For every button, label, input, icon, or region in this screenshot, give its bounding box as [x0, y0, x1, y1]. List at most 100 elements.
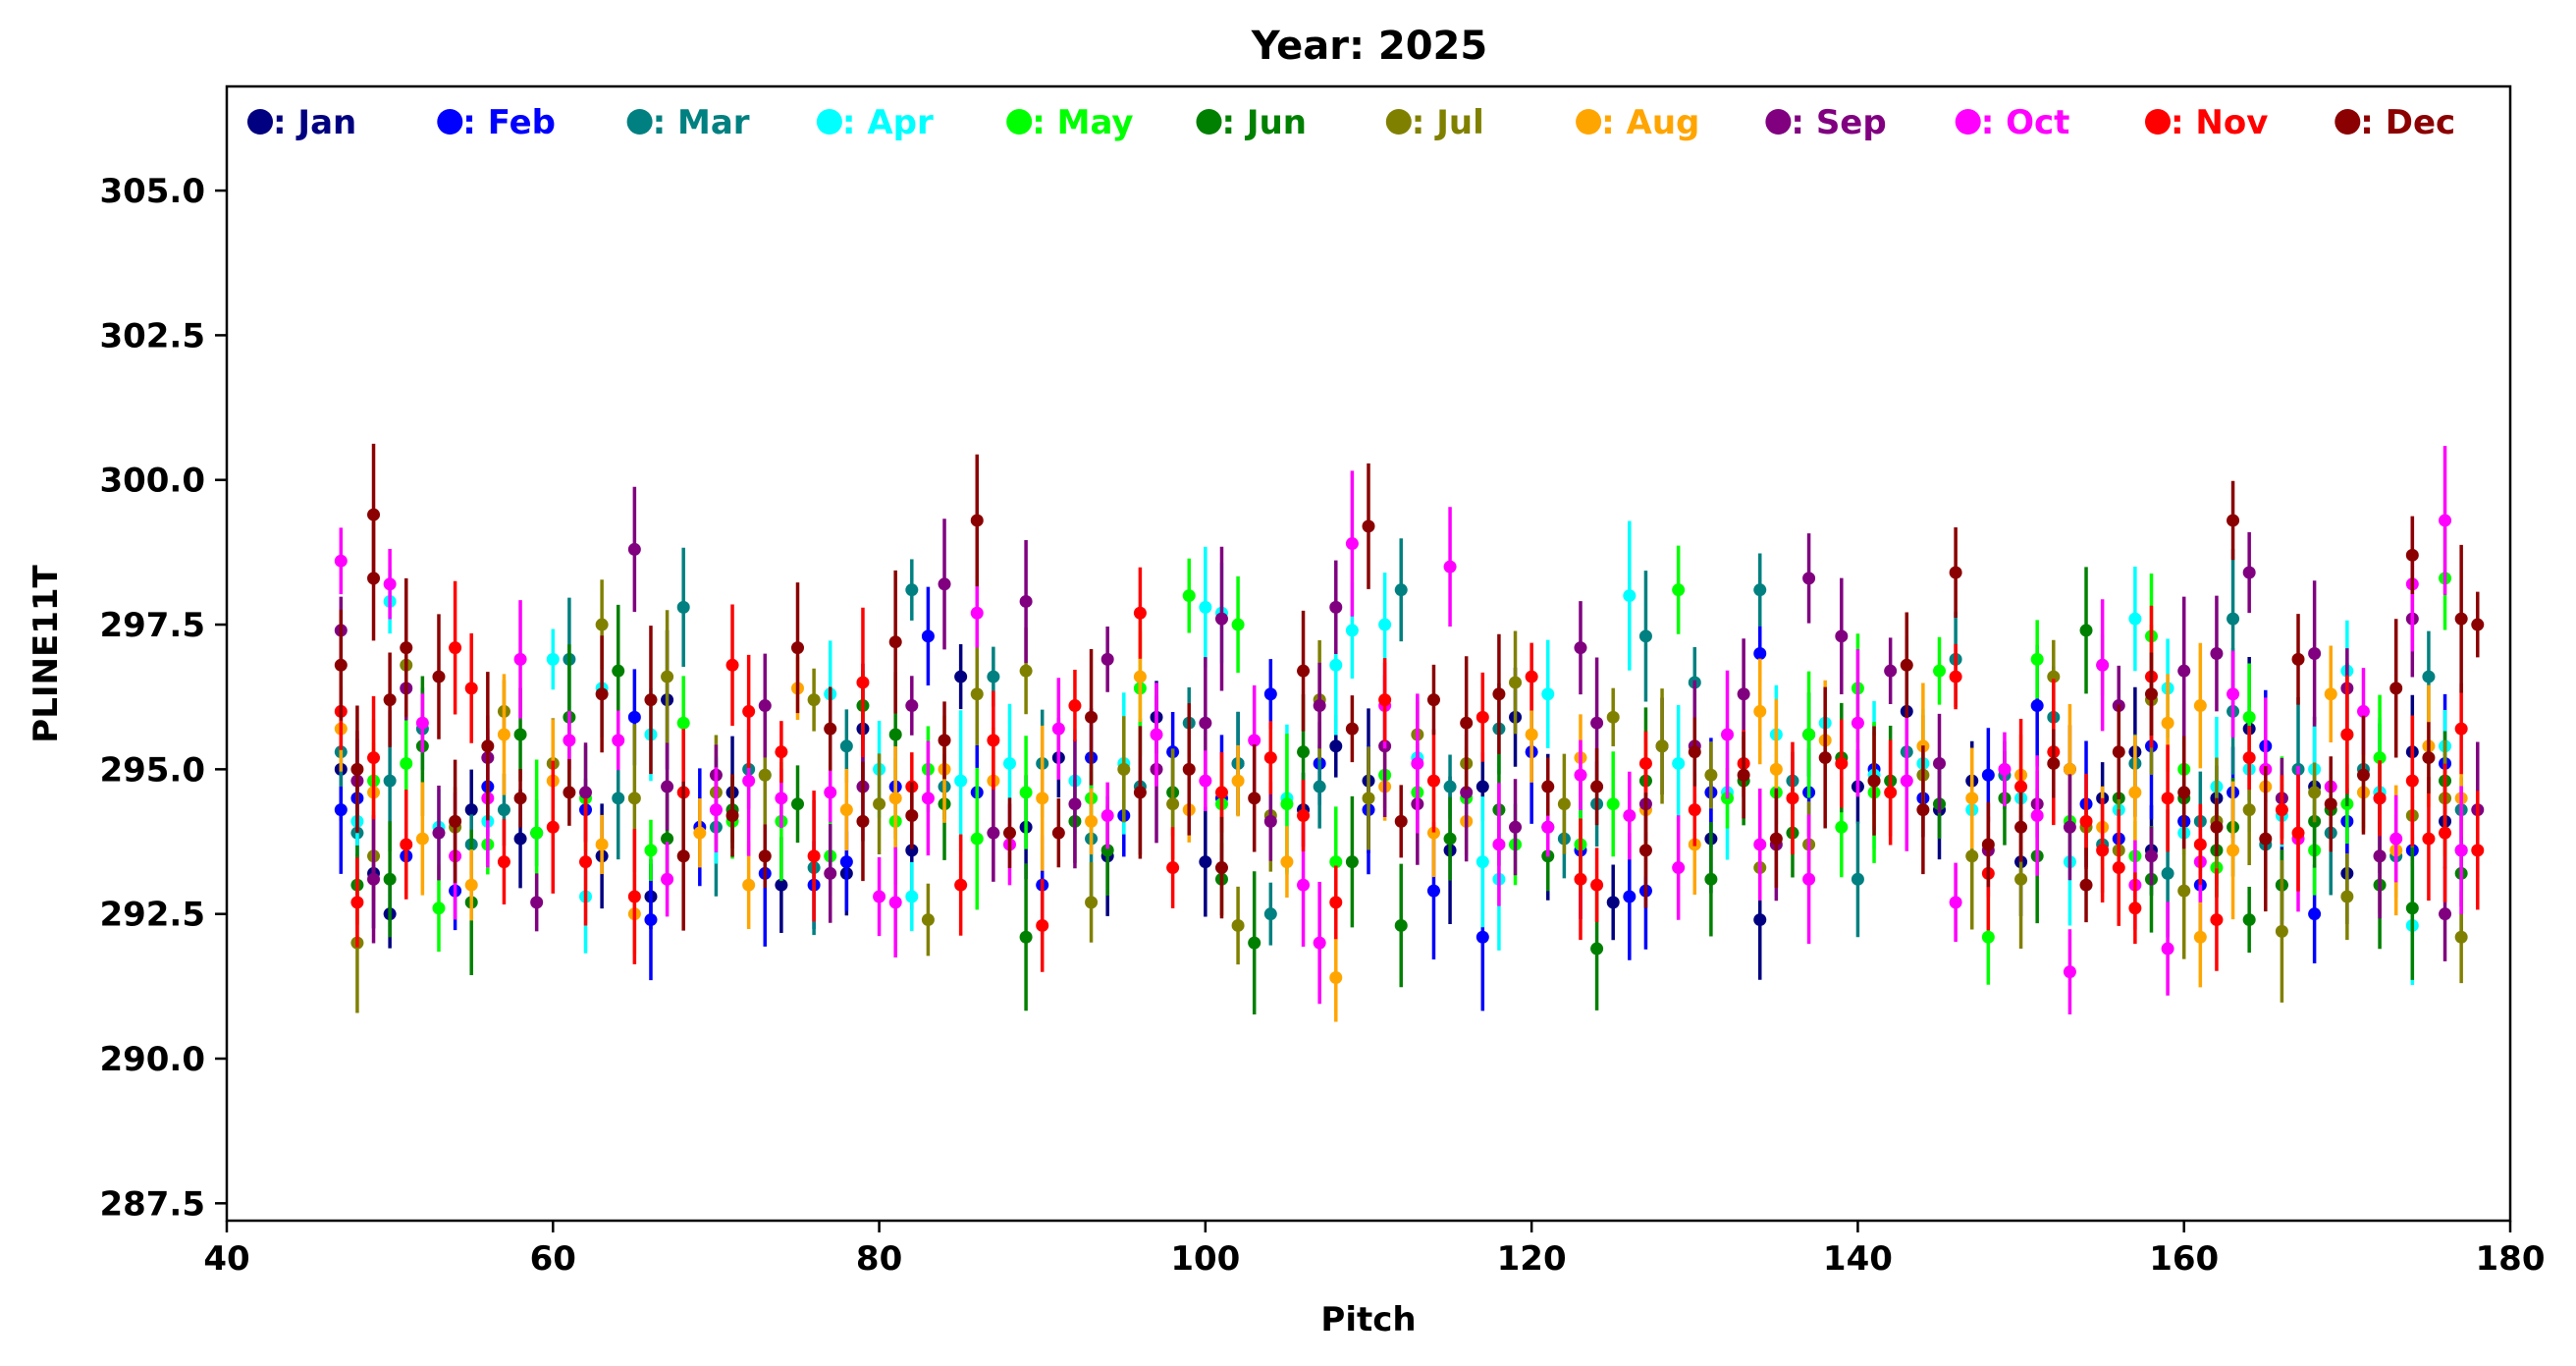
- data-marker: [2161, 792, 2174, 805]
- data-marker: [1297, 745, 1311, 759]
- data-point: [1019, 736, 1033, 849]
- data-marker: [1981, 768, 1995, 782]
- data-marker: [2210, 913, 2224, 927]
- data-point: [905, 676, 919, 736]
- data-point: [1851, 821, 1864, 938]
- data-point: [2405, 715, 2419, 847]
- data-marker: [1769, 832, 1783, 846]
- data-point: [1297, 780, 1311, 851]
- data-point: [2242, 887, 2256, 954]
- legend-item: : Dec: [2334, 103, 2455, 142]
- data-marker: [1753, 704, 1767, 718]
- data-point: [1036, 725, 1049, 871]
- data-point: [563, 758, 576, 826]
- data-point: [595, 635, 609, 753]
- data-marker: [1900, 774, 1913, 788]
- data-marker: [742, 774, 756, 788]
- data-marker: [1248, 936, 1261, 950]
- data-marker: [1100, 844, 1114, 857]
- data-point: [1998, 732, 2012, 807]
- data-point: [873, 753, 886, 854]
- data-marker: [1590, 716, 1604, 730]
- data-marker: [1655, 739, 1669, 753]
- data-points-layer: [334, 443, 2485, 1022]
- data-point: [1769, 790, 1783, 888]
- data-marker: [2405, 548, 2419, 562]
- data-marker: [367, 572, 381, 585]
- legend-marker: [1576, 109, 1602, 135]
- data-marker: [987, 670, 1000, 683]
- data-marker: [579, 786, 593, 799]
- data-point: [334, 609, 348, 721]
- data-point: [2308, 762, 2322, 823]
- legend-label: : Dec: [2360, 103, 2455, 142]
- data-point: [1638, 792, 1652, 908]
- data-point: [1133, 567, 1147, 659]
- data-point: [449, 759, 462, 884]
- data-point: [1867, 726, 1881, 836]
- data-point: [807, 791, 821, 922]
- data-marker: [1541, 780, 1555, 793]
- data-point: [1329, 560, 1343, 655]
- data-point: [661, 842, 674, 917]
- data-point: [1085, 788, 1099, 855]
- data-marker: [1036, 792, 1049, 805]
- data-marker: [1753, 647, 1767, 660]
- legend-label: : Nov: [2171, 103, 2268, 142]
- data-marker: [400, 641, 413, 655]
- data-point: [2047, 729, 2061, 798]
- data-marker: [1476, 855, 1489, 869]
- data-point: [2161, 744, 2174, 852]
- data-marker: [1182, 762, 1196, 776]
- data-marker: [1525, 728, 1538, 741]
- data-point: [2227, 781, 2240, 920]
- data-point: [2210, 868, 2224, 971]
- data-marker: [1068, 797, 1082, 811]
- data-marker: [888, 635, 902, 649]
- data-point: [2210, 595, 2224, 712]
- data-point: [1835, 719, 1849, 808]
- data-marker: [1036, 918, 1049, 932]
- data-point: [2471, 791, 2485, 910]
- data-marker: [1068, 699, 1082, 713]
- data-marker: [497, 803, 510, 817]
- data-marker: [2128, 786, 2142, 799]
- data-point: [824, 762, 837, 823]
- data-marker: [1981, 838, 1995, 851]
- data-point: [1248, 744, 1261, 852]
- data-marker: [1231, 618, 1245, 631]
- data-point: [758, 653, 772, 758]
- data-point: [742, 654, 756, 768]
- data-marker: [1704, 872, 1718, 886]
- data-marker: [383, 577, 397, 591]
- legend-label: : Feb: [462, 103, 556, 142]
- data-marker: [1737, 768, 1750, 782]
- data-marker: [2405, 902, 2419, 915]
- data-marker: [1231, 918, 1245, 932]
- data-point: [856, 761, 870, 882]
- legend-item: : Apr: [816, 103, 934, 142]
- data-marker: [1199, 774, 1212, 788]
- data-marker: [2439, 826, 2452, 840]
- data-marker: [644, 913, 658, 927]
- data-marker: [2193, 838, 2207, 851]
- data-marker: [350, 762, 364, 776]
- data-marker: [1443, 832, 1457, 846]
- data-point: [546, 628, 560, 690]
- data-point: [725, 604, 739, 727]
- data-marker: [742, 704, 756, 718]
- data-point: [1492, 633, 1506, 754]
- data-marker: [1051, 722, 1065, 736]
- data-marker: [987, 734, 1000, 747]
- data-point: [1248, 871, 1261, 1014]
- data-point: [1900, 612, 1913, 719]
- data-point: [970, 767, 984, 910]
- data-marker: [1981, 930, 1995, 944]
- data-point: [2096, 599, 2110, 732]
- data-marker: [856, 676, 870, 689]
- data-point: [2030, 755, 2044, 876]
- data-point: [1721, 670, 1735, 799]
- data-marker: [1574, 768, 1587, 782]
- data-marker: [1297, 809, 1311, 822]
- data-marker: [1263, 751, 1277, 765]
